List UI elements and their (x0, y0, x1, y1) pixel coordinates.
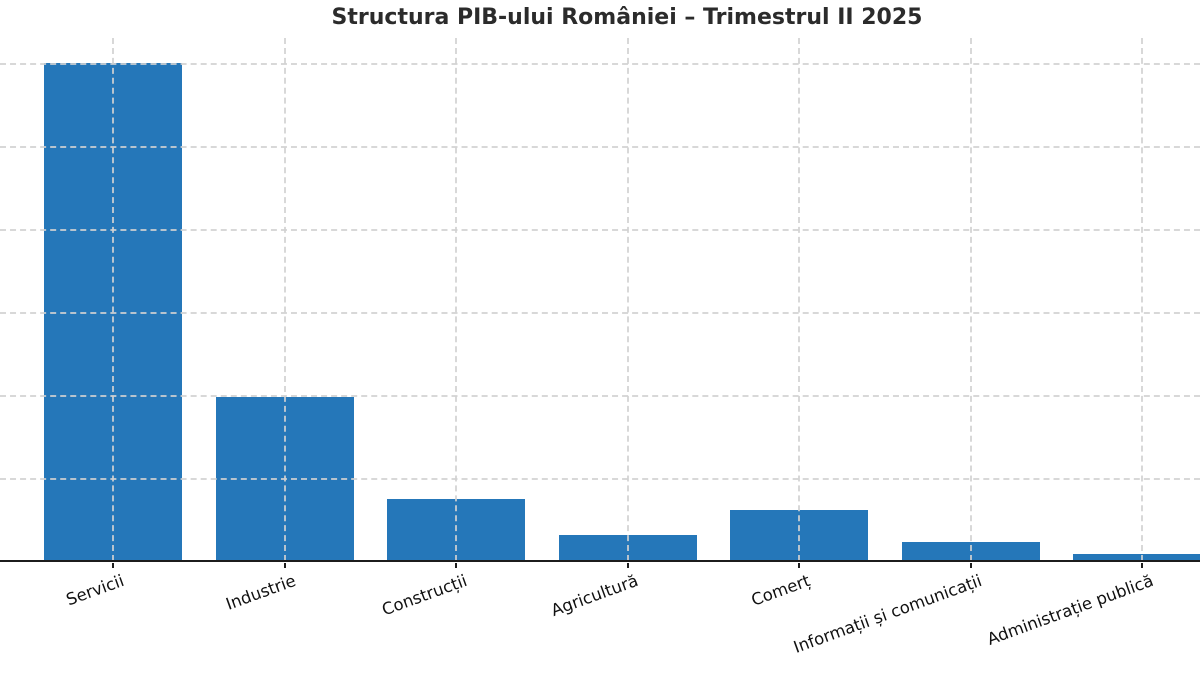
x-tick-label-agricultura: Agricultură (548, 571, 641, 621)
hgrid-line-10 (0, 478, 1200, 480)
hgrid-line-60 (0, 63, 1200, 65)
x-tick-industrie (283, 563, 286, 568)
vgrid-line-servicii (112, 38, 114, 561)
bar-administratie-publica (1073, 554, 1200, 561)
vgrid-line-agricultura (626, 38, 629, 561)
x-tick-servicii (112, 563, 114, 568)
hgrid-line-30 (0, 312, 1200, 314)
vgrid-line-comert (798, 38, 800, 561)
vgrid-line-administratie-publica (1141, 38, 1143, 561)
vgrid-line-informatii-si-comunicatii (969, 38, 972, 561)
x-tick-label-constructii: Construcții (379, 571, 470, 620)
x-tick-agricultura (626, 563, 629, 568)
x-tick-label-administratie-publica: Administrație publică (984, 571, 1156, 649)
hgrid-line-20 (0, 395, 1200, 397)
vgrid-line-industrie (283, 38, 286, 561)
x-tick-label-informatii-si-comunicatii: Informații și comunicații (790, 571, 984, 657)
x-tick-label-servicii: Servicii (63, 571, 127, 610)
x-tick-informatii-si-comunicatii (969, 563, 972, 568)
x-tick-constructii (455, 563, 457, 568)
x-tick-label-comert: Comerț (748, 571, 813, 610)
x-tick-administratie-publica (1141, 563, 1143, 568)
vgrid-line-constructii (455, 38, 457, 561)
hgrid-line-40 (0, 229, 1200, 231)
hgrid-line-50 (0, 146, 1200, 148)
x-axis-line (0, 560, 1200, 563)
x-tick-label-industrie: Industrie (223, 571, 298, 614)
chart-title: Structura PIB-ului României – Trimestrul… (331, 5, 923, 30)
x-tick-comert (798, 563, 800, 568)
